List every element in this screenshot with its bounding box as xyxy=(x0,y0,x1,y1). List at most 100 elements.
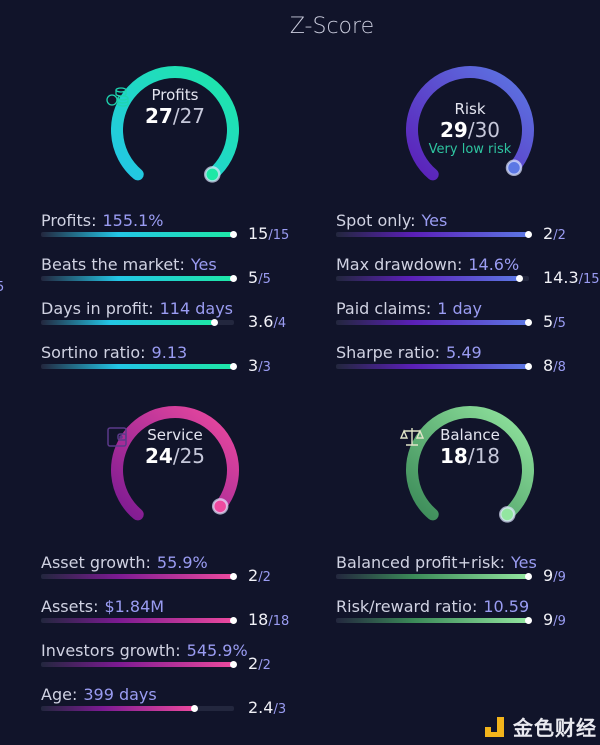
metric-score-max: 2 xyxy=(557,228,566,243)
metric-value: Yes xyxy=(421,211,448,230)
metric-name: Paid claims: xyxy=(336,299,432,318)
metric-value: 9.13 xyxy=(151,343,188,362)
metric-label: Max drawdown: 14.6% xyxy=(336,255,519,274)
metric-label: Investors growth: 545.9% xyxy=(41,641,248,660)
metric-label: Sortino ratio: 9.13 xyxy=(41,343,187,362)
service-gauge-name: Service xyxy=(147,426,203,444)
metric-value: 5.49 xyxy=(446,343,482,362)
balance-metric-row: Balanced profit+risk: Yes 9/9 xyxy=(336,553,596,597)
score-value: 29 xyxy=(439,118,468,142)
metric-bar-knob xyxy=(230,572,237,580)
risk-gauge-arc xyxy=(406,66,534,181)
metric-value: Yes xyxy=(190,255,217,274)
service-metric-row: Age: 399 days 2.4/3 xyxy=(41,685,301,729)
metric-bar-track xyxy=(41,230,237,238)
risk-metric-row: Spot only: Yes 2/2 xyxy=(336,211,596,255)
metric-score-value: 2 xyxy=(543,224,554,243)
metric-value: Yes xyxy=(511,553,537,572)
metric-bar-fill xyxy=(336,574,529,579)
metric-bar-fill xyxy=(336,618,529,623)
metric-value: 155.1% xyxy=(102,211,164,230)
risk-gauge-status: Very low risk xyxy=(428,142,512,157)
metric-score-max: 2 xyxy=(262,570,271,585)
metric-bar-knob xyxy=(191,704,199,712)
metric-bar-fill xyxy=(336,320,529,325)
service-metric-row: Investors growth: 545.9% 2/2 xyxy=(41,641,301,685)
metric-bar-track xyxy=(41,362,237,370)
metric-bar-track xyxy=(336,362,532,370)
metric-score-value: 3.6 xyxy=(248,312,274,331)
metric-bar-fill xyxy=(41,618,234,623)
metric-score: 18/18 xyxy=(248,610,290,629)
service-gauge-score: 24/25 xyxy=(144,444,206,468)
risk-metric-row: Max drawdown: 14.6% 14.3/15 xyxy=(336,255,600,299)
metric-score-max: 9 xyxy=(557,614,566,629)
metric-name: Sharpe ratio: xyxy=(336,343,441,362)
balance-gauge-name: Balance xyxy=(440,426,500,444)
metric-label: Risk/reward ratio: 10.59 xyxy=(336,597,529,616)
metric-score-max: 15 xyxy=(583,272,600,287)
metric-score-value: 3 xyxy=(248,356,259,375)
balance-gauge-score: 18/18 xyxy=(439,444,501,468)
risk-gauge-score: 29/30 xyxy=(439,118,501,142)
metric-value: 1 day xyxy=(437,299,482,318)
metric-name: Max drawdown: xyxy=(336,255,463,274)
metric-value: 399 days xyxy=(83,685,157,704)
metric-score: 3/3 xyxy=(248,356,271,375)
profits-gauge-name: Profits xyxy=(151,86,199,104)
metric-name: Days in profit: xyxy=(41,299,154,318)
metric-bar-knob xyxy=(525,230,532,238)
metric-value: 545.9% xyxy=(186,641,248,660)
metric-bar-track xyxy=(41,660,237,668)
metric-bar-fill xyxy=(41,706,196,711)
logo-icon xyxy=(485,716,504,737)
metric-label: Spot only: Yes xyxy=(336,211,447,230)
metric-bar-knob xyxy=(210,318,218,326)
metric-label: Beats the market: Yes xyxy=(41,255,217,274)
metric-score-value: 9 xyxy=(543,566,554,585)
metric-score: 2/2 xyxy=(248,566,271,585)
metric-score: 5/5 xyxy=(248,268,271,287)
risk-gauge-name: Risk xyxy=(454,100,486,118)
metric-value: 14.6% xyxy=(468,255,520,274)
score-max: 30 xyxy=(474,118,501,142)
page-title: Z-Score xyxy=(289,14,375,39)
metric-score-max: 15 xyxy=(272,228,290,243)
risk-metric-row: Paid claims: 1 day 5/5 xyxy=(336,299,596,343)
metric-bar-fill xyxy=(41,276,234,281)
score-value: 24 xyxy=(144,444,173,468)
metric-score: 14.3/15 xyxy=(543,268,600,287)
clipped-score-fragment: 5 xyxy=(0,280,5,295)
metric-score-max: 4 xyxy=(277,316,287,331)
profits-metric-row: Profits: 155.1% 15/15 xyxy=(41,211,301,255)
metric-score: 2/2 xyxy=(543,224,566,243)
metric-bar-fill xyxy=(336,276,520,281)
metric-bar-fill xyxy=(41,364,234,369)
metric-bar-knob xyxy=(230,616,237,624)
metric-score-value: 2 xyxy=(248,654,259,673)
balance-gauge: Balance 18/18 xyxy=(400,400,540,540)
profits-metric-row: Sortino ratio: 9.13 3/3 xyxy=(41,343,301,387)
metric-bar-knob xyxy=(525,616,532,624)
profits-gauge-arc xyxy=(111,66,239,183)
metric-name: Spot only: xyxy=(336,211,416,230)
metric-bar-knob xyxy=(230,230,237,238)
metric-label: Balanced profit+risk: Yes xyxy=(336,553,537,572)
metric-bar-track xyxy=(41,318,234,326)
balance-gauge-knob xyxy=(499,506,516,523)
score-value: 18 xyxy=(439,444,468,468)
metric-name: Sortino ratio: xyxy=(41,343,146,362)
metric-bar-knob xyxy=(230,362,237,370)
metric-label: Profits: 155.1% xyxy=(41,211,163,230)
metric-score-value: 18 xyxy=(248,610,269,629)
metric-name: Profits: xyxy=(41,211,97,230)
balance-gauge-arc xyxy=(406,406,534,523)
metric-score-value: 9 xyxy=(543,610,554,629)
metric-score-max: 18 xyxy=(272,614,290,629)
metric-score: 8/8 xyxy=(543,356,566,375)
metric-bar-track xyxy=(336,616,532,624)
metric-score-value: 2.4 xyxy=(248,698,274,717)
metric-name: Beats the market: xyxy=(41,255,185,274)
metric-score-max: 2 xyxy=(262,658,271,673)
metric-score: 2.4/3 xyxy=(248,698,287,717)
